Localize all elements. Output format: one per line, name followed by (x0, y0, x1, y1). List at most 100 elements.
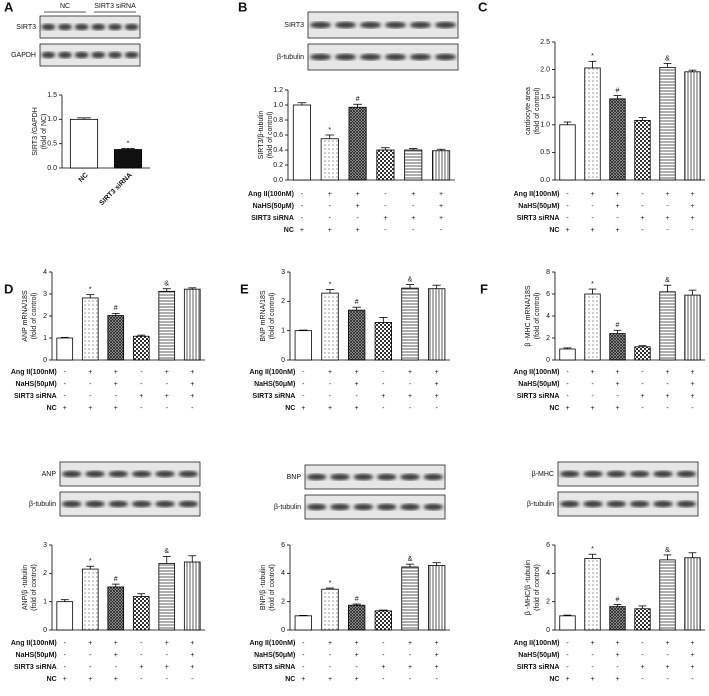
treatment-sign: - (412, 203, 415, 210)
blot-band (606, 500, 627, 508)
blot-band (676, 470, 697, 478)
blot-band (74, 23, 89, 31)
bar (659, 291, 676, 361)
panel-letter: F (480, 281, 488, 296)
treatment-sign: + (615, 369, 619, 376)
treatment-label: NC (47, 405, 57, 412)
blot-band (410, 21, 431, 29)
blot-frame (307, 43, 459, 71)
significance-mark: # (355, 299, 359, 306)
treatment-sign: - (566, 393, 569, 400)
group-label: SIRT3 siRNA (94, 3, 136, 10)
blot-band (330, 473, 350, 481)
y-axis-label: β -MHC/β -tubulin (525, 560, 532, 615)
y-axis-label: (fold of control) (31, 564, 38, 611)
treatment-sign: - (166, 381, 169, 388)
blot-band (629, 500, 650, 508)
bar (559, 348, 576, 361)
treatment-sign: + (615, 676, 619, 683)
blot-band (583, 500, 603, 508)
treatment-sign: + (590, 369, 594, 376)
y-tick-label: 4 (546, 570, 550, 577)
treatment-sign: - (382, 652, 385, 659)
treatment-sign: + (114, 640, 118, 647)
treatment-sign: + (615, 191, 619, 198)
treatment-sign: - (566, 215, 569, 222)
blot-label: ANP (42, 471, 57, 478)
blot-label: GAPDH (11, 52, 36, 59)
treatment-sign: + (439, 191, 443, 198)
y-tick-label: 0 (281, 627, 285, 634)
bar (427, 565, 446, 631)
treatment-sign: + (435, 381, 439, 388)
significance-mark: * (591, 281, 594, 288)
treatment-sign: - (382, 405, 385, 412)
bar (584, 67, 601, 181)
treatment-sign: - (329, 652, 332, 659)
bar (634, 608, 651, 631)
treatment-sign: + (139, 393, 143, 400)
blot-band (91, 51, 106, 59)
treatment-sign: - (301, 191, 304, 198)
bar (609, 98, 626, 181)
treatment-sign: + (114, 369, 118, 376)
treatment-sign: - (115, 664, 118, 671)
significance-mark: # (114, 576, 118, 583)
treatment-sign: - (64, 393, 67, 400)
treatment-sign: - (166, 652, 169, 659)
y-tick-label: 0.2 (273, 162, 283, 169)
y-tick-label: 8 (546, 269, 550, 276)
bar (158, 563, 176, 631)
y-axis-label: β -MHC mRNA/18S (525, 285, 532, 347)
treatment-sign: - (191, 676, 194, 683)
treatment-sign: + (356, 227, 360, 234)
y-tick-label: 0 (546, 627, 550, 634)
blot-band (124, 51, 139, 59)
y-axis-label: BNP/β -tubulin (260, 565, 267, 610)
treatment-sign: + (190, 652, 194, 659)
treatment-sign: + (356, 203, 360, 210)
treatment-sign: + (690, 369, 694, 376)
blot-label: β-MHC (532, 471, 554, 478)
y-tick-label: 0 (43, 627, 47, 634)
bar (634, 346, 651, 361)
treatment-sign: + (328, 191, 332, 198)
treatment-sign: - (566, 381, 569, 388)
blot-band (423, 503, 444, 511)
treatment-sign: - (356, 215, 359, 222)
treatment-sign: - (566, 664, 569, 671)
treatment-sign: + (435, 640, 439, 647)
treatment-sign: - (302, 381, 305, 388)
treatment-sign: - (666, 676, 669, 683)
bar (294, 615, 313, 631)
bar (401, 287, 419, 361)
bar (559, 124, 576, 181)
significance-mark: & (164, 548, 169, 555)
y-axis-label: SIRT3/β-tubulin (258, 111, 265, 160)
treatment-sign: - (115, 393, 118, 400)
significance-mark: * (89, 558, 92, 565)
treatment-sign: - (591, 652, 594, 659)
treatment-sign: - (641, 652, 644, 659)
treatment-sign: + (565, 227, 569, 234)
significance-mark: # (114, 305, 118, 312)
treatment-sign: - (89, 381, 92, 388)
bar (427, 288, 446, 361)
y-axis-label: (fold of control) (269, 564, 276, 611)
y-tick-label: 2 (43, 313, 47, 320)
blot-label: BNP (287, 474, 302, 481)
bar (684, 557, 701, 631)
treatment-sign: - (384, 227, 387, 234)
treatment-sign: - (329, 381, 332, 388)
treatment-label: SIRT3 siRNA (14, 664, 57, 671)
treatment-sign: - (641, 405, 644, 412)
y-axis-label: SIRT3 /GAPDH (32, 107, 39, 156)
treatment-sign: + (63, 405, 67, 412)
treatment-sign: + (690, 640, 694, 647)
blot-band (108, 51, 122, 59)
treatment-sign: - (566, 369, 569, 376)
y-tick-label: 6 (546, 291, 550, 298)
treatment-sign: - (140, 676, 143, 683)
y-tick-label: 2.0 (540, 66, 550, 73)
